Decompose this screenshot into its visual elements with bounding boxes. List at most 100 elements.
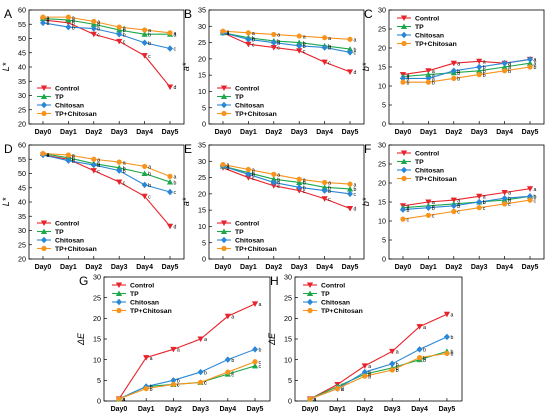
data-point xyxy=(362,373,368,379)
y-tick-label: 50 xyxy=(18,169,26,178)
legend-label: Chitosan xyxy=(235,238,264,245)
data-point xyxy=(141,31,148,37)
legend-label: Control xyxy=(415,16,439,23)
significance-label: c xyxy=(259,360,262,366)
significance-label: c xyxy=(457,210,460,216)
significance-label: b xyxy=(204,370,207,376)
y-tick-label: 30 xyxy=(18,91,26,100)
significance-label: b xyxy=(252,171,255,177)
significance-label: a xyxy=(174,175,177,181)
legend-marker xyxy=(400,166,408,174)
y-tick-label: 20 xyxy=(378,44,386,53)
y-tick-label: 5 xyxy=(288,376,292,385)
x-tick-label: Day0 xyxy=(35,129,52,136)
legend-label: TP xyxy=(130,291,139,298)
data-point xyxy=(321,44,328,51)
significance-label: a xyxy=(303,177,306,183)
data-point xyxy=(252,359,258,365)
series-line xyxy=(402,58,531,79)
plot-frame xyxy=(28,144,185,260)
significance-label: a xyxy=(406,75,409,81)
legend-marker xyxy=(40,228,48,234)
data-point xyxy=(65,157,72,164)
x-tick-label: Day2 xyxy=(265,264,282,271)
significance-label: b xyxy=(457,204,460,210)
data-point xyxy=(501,59,508,67)
data-point xyxy=(65,152,71,158)
significance-label: b xyxy=(457,69,460,75)
significance-label: b xyxy=(277,181,280,187)
legend-marker xyxy=(400,23,408,30)
significance-label: b xyxy=(423,348,426,354)
significance-label: b xyxy=(396,368,399,374)
significance-label: a xyxy=(341,385,344,391)
significance-label: a xyxy=(457,198,460,204)
x-tick-label: Day4 xyxy=(316,264,333,271)
legend-label: Chitosan xyxy=(55,103,84,110)
series-line xyxy=(222,167,351,210)
data-point xyxy=(444,350,450,357)
significance-label: b xyxy=(483,73,486,79)
series-line xyxy=(42,153,171,183)
x-tick-label: Day1 xyxy=(240,129,257,136)
significance-label: a xyxy=(46,17,49,23)
data-point xyxy=(220,161,226,168)
significance-label: b xyxy=(277,41,280,47)
data-point xyxy=(501,190,508,196)
significance-label: c xyxy=(354,51,357,57)
data-point xyxy=(334,386,341,392)
data-point xyxy=(526,186,534,192)
legend-label: Control xyxy=(415,151,439,158)
legend-marker xyxy=(400,31,408,39)
legend-label: TP xyxy=(235,94,244,101)
data-point xyxy=(167,30,173,36)
panel-F: 0 5 10 15 20 25 30 Day0 Day1 Day2 Day3 Day4 Day5 b* Fa… xyxy=(361,141,545,271)
series-line xyxy=(309,313,448,400)
data-point xyxy=(321,196,328,202)
legend-label: Control xyxy=(321,283,345,290)
data-point xyxy=(347,181,353,187)
data-point xyxy=(322,35,328,41)
significance-label: a xyxy=(97,157,100,163)
x-tick-label: Day2 xyxy=(85,264,102,271)
significance-label: b xyxy=(123,166,126,172)
significance-label: b xyxy=(97,22,100,28)
x-tick-label: Day3 xyxy=(111,129,128,136)
data-point xyxy=(90,25,97,32)
significance-label: a xyxy=(314,397,317,403)
significance-label: b xyxy=(72,159,75,165)
legend-marker xyxy=(115,290,123,297)
y-tick-label: 25 xyxy=(378,25,386,34)
data-point xyxy=(91,156,97,162)
significance-label: b xyxy=(231,358,234,364)
significance-label: b xyxy=(72,156,75,162)
significance-label: b xyxy=(406,80,409,86)
significance-label: b xyxy=(457,71,460,77)
significance-label: c xyxy=(252,176,255,182)
significance-label: b xyxy=(368,370,371,376)
x-tick-label: Day1 xyxy=(240,264,257,271)
significance-label: b xyxy=(148,172,151,178)
legend-label: TP xyxy=(235,229,244,236)
significance-label: a xyxy=(328,181,331,187)
data-point xyxy=(502,201,508,207)
significance-label: b xyxy=(72,157,75,163)
significance-label: c xyxy=(123,40,126,46)
significance-label: a xyxy=(314,397,317,403)
legend-label: TP+Chitosan xyxy=(415,41,457,48)
panel-letter: C xyxy=(364,7,373,21)
data-point xyxy=(389,348,396,355)
x-tick-label: Day5 xyxy=(439,406,456,413)
legend-marker xyxy=(40,220,48,227)
significance-label: a xyxy=(368,364,371,370)
data-point xyxy=(400,216,406,222)
significance-label: a xyxy=(508,65,511,71)
y-tick-label: 20 xyxy=(378,179,386,188)
significance-label: b xyxy=(277,177,280,183)
data-point xyxy=(400,79,406,85)
legend-marker xyxy=(40,236,48,244)
